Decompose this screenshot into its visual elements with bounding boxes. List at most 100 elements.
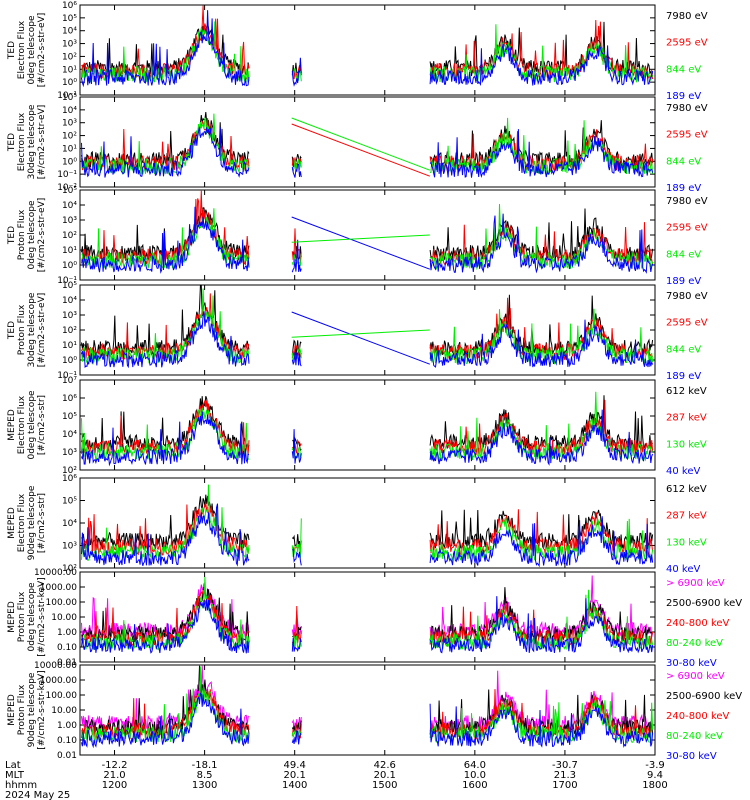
legend-entry: 30-80 keV [666,751,717,762]
y-tick-label: 10² [62,326,77,336]
y-axis-label: Proton Flux [17,304,27,355]
series-trace [81,126,654,178]
y-axis-label: 0deg telescope [27,390,37,460]
y-axis-label: TED [7,226,17,245]
y-tick-label: 10⁵ [62,412,77,422]
y-tick-label: 10³ [62,119,77,129]
y-axis-label: [#/cm2-s-str] [37,493,47,553]
y-tick-label: 10² [62,231,77,241]
y-axis-label: 30deg telescope [27,104,37,179]
panel-5: 10² 10³ 10⁴ 10⁵ 10⁶ 10⁷ MEPED Electron Flux 0deg… [7,376,707,477]
y-axis-label: 0deg telescope [27,582,37,652]
legend-entry: 7980 eV [666,291,708,302]
y-tick-label: 10¹ [62,65,77,75]
gap-interpolation-line [291,329,430,338]
x-date-label: 2024 May 25 [5,790,70,800]
legend-entry: 2595 eV [666,223,708,234]
panel-2: 10⁻² 10⁻¹ 10⁰ 10¹ 10² 10³ 10⁴ 10⁵ TED Electron Fl… [7,93,708,194]
y-tick-label: 10⁶ [62,1,77,11]
y-tick-label: 10⁵ [62,186,77,196]
y-tick-label: 10² [62,52,77,62]
gap-interpolation-line [291,117,430,171]
y-axis-label: 0deg telescope [27,200,37,270]
legend-entry: 240-800 keV [666,618,730,629]
y-tick-label: 10⁻¹ [57,276,77,286]
y-tick-label: 10¹ [62,341,77,351]
panel-7: 0.01 0.10 1.00 10.00 100.00 1000.00 10000.00 ME… [7,568,742,669]
x-tick-label-lat: 49.4 [284,760,306,771]
legend-entry: 844 eV [666,64,701,75]
series-trace [81,207,654,263]
x-tick-label-mlt: 20.1 [374,770,396,781]
legend-entry: 844 eV [666,249,701,260]
series-trace [81,113,654,176]
y-axis-label: [#/cm2-s-str-eV] [37,293,47,368]
legend-entry: 612 keV [666,484,707,495]
y-axis-label: TED [7,133,17,152]
y-axis-label: Proton Flux [17,684,27,735]
x-tick-label-mlt: 21.3 [554,770,576,781]
y-axis-label: [#/cm2-s-str-keV] [37,670,47,749]
legend-entry: > 6900 keV [666,578,725,589]
y-axis-label: Electron Flux [17,395,27,454]
series-trace [81,494,654,550]
y-tick-label: 10³ [62,40,77,50]
legend-entry: 612 keV [666,386,707,397]
y-axis-label: MEPED [7,507,17,539]
y-axis-label: TED [7,321,17,340]
y-axis-label: [#/cm2-s-str-eV] [37,13,47,88]
plot-frame [79,4,656,96]
y-tick-label: 1000.00 [40,676,77,686]
y-tick-label: 10⁷ [62,376,77,386]
y-tick-label: 1000.00 [40,583,77,593]
x-tick-label-hhmm: 1200 [102,780,127,791]
y-tick-label: 10⁵ [62,14,77,24]
y-axis-label: [#/cm2-s-str-eV] [37,198,47,273]
legend-entry: 189 eV [666,276,701,287]
legend-entry: 287 keV [666,511,707,522]
y-tick-label: 10⁴ [62,430,77,440]
legend-entry: 189 eV [666,183,701,194]
x-tick-label-hhmm: 1300 [192,780,217,791]
legend-entry: 2595 eV [666,38,708,49]
legend-entry: 844 eV [666,156,701,167]
y-axis-label: Electron Flux [17,112,27,171]
plot-frame [79,96,656,188]
legend-entry: 844 eV [666,344,701,355]
x-tick-label-mlt: 9.4 [647,770,663,781]
x-tick-label-lat: 42.6 [374,760,396,771]
y-tick-label: 1.00 [57,628,77,638]
y-tick-label: 10² [62,564,77,574]
y-tick-label: 10¹ [62,246,77,256]
series-trace [81,596,654,654]
series-trace [81,665,654,733]
y-tick-label: 10⁻¹ [57,371,77,381]
y-tick-label: 10³ [62,448,77,458]
series-trace [81,288,654,366]
legend-entry: 80-240 keV [666,638,723,649]
x-row-label-hhmm: hhmm [5,780,37,791]
legend-entry: 2500-6900 keV [666,598,742,609]
y-axis-label: [#/cm2-s-str-keV] [37,577,47,656]
y-tick-label: 10000.00 [34,568,77,578]
series-trace [81,665,654,737]
y-tick-label: 0.10 [57,643,77,653]
x-tick-label-mlt: 20.1 [284,770,306,781]
panel-8: 0.01 0.10 1.00 10.00 100.00 1000.00 10000.00 ME… [7,661,742,762]
y-tick-label: 10⁻² [57,183,77,193]
y-tick-label: 10⁴ [62,201,77,211]
legend-entry: > 6900 keV [666,671,725,682]
y-axis-label: TED [7,41,17,60]
series-trace [81,395,653,452]
legend-entry: 130 keV [666,537,707,548]
y-tick-label: 10² [62,132,77,142]
panel-1: 10⁻¹ 10⁰ 10¹ 10² 10³ 10⁴ 10⁵ 10⁶ TED Electron Flu… [7,1,708,102]
y-axis-label: 90deg telescope [27,485,37,560]
legend-entry: 189 eV [666,371,701,382]
y-tick-label: 10⁴ [62,106,77,116]
y-tick-label: 10⁶ [62,474,77,484]
legend-entry: 40 keV [666,466,700,477]
